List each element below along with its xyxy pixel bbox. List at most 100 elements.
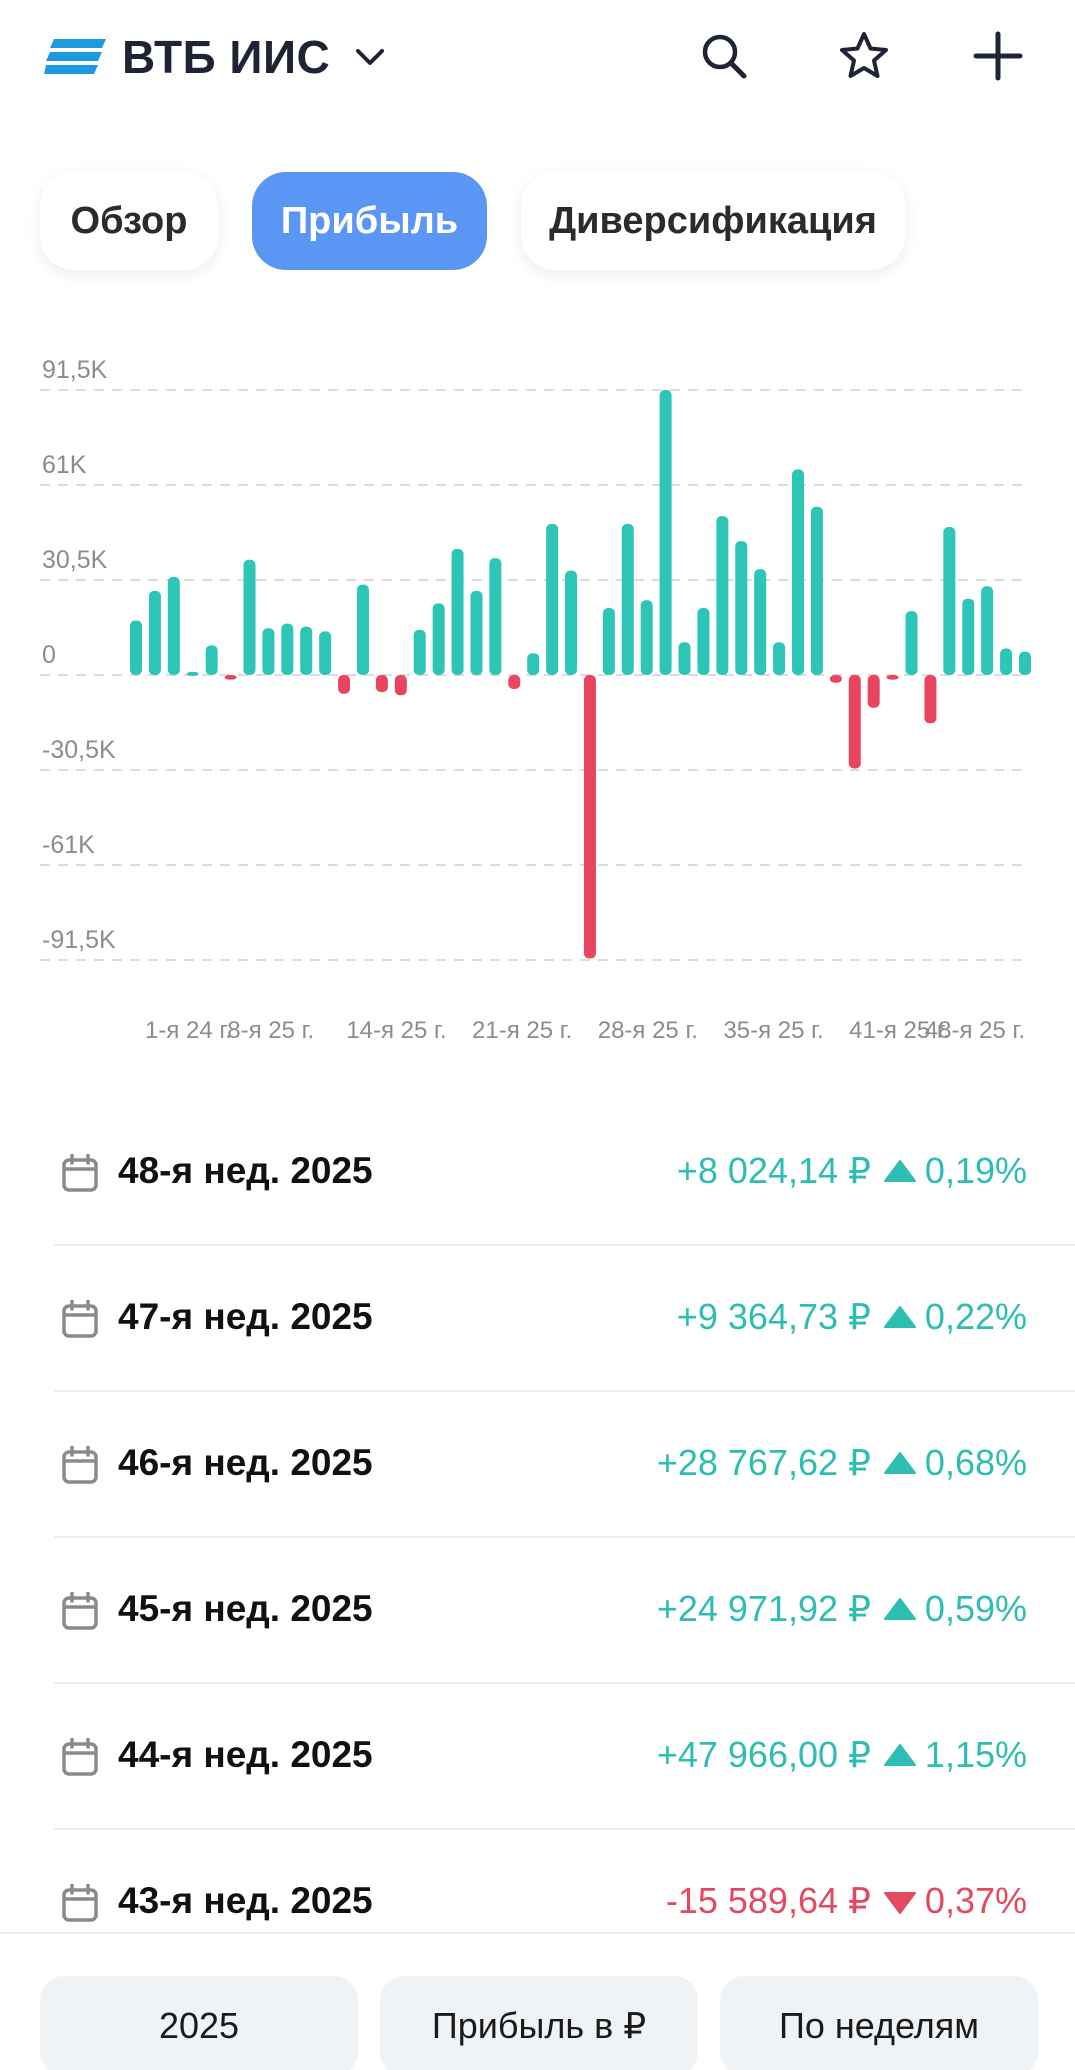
chart-bar — [546, 523, 559, 675]
tab-diversification[interactable]: Диверсификация — [521, 172, 905, 270]
chart-bar — [224, 675, 237, 680]
profit-amount: +28 767,62 ₽ — [656, 1442, 871, 1483]
profit-amount: +9 364,73 ₽ — [676, 1296, 871, 1337]
tab-overview[interactable]: Обзор — [40, 172, 218, 270]
chart-bar — [319, 631, 332, 675]
chart-bar — [943, 527, 956, 675]
chart-bar — [716, 516, 729, 675]
week-label: 46-я нед. 2025 — [118, 1442, 373, 1483]
profit-percent: 0,59% — [924, 1588, 1027, 1629]
chart-bar — [413, 629, 426, 675]
triangle-up-icon — [883, 1306, 916, 1328]
chart-bar — [432, 603, 445, 675]
profit-amount: +47 966,00 ₽ — [656, 1734, 871, 1775]
chart-bar — [148, 590, 161, 675]
triangle-down-icon — [883, 1892, 916, 1914]
chart-bar — [1000, 648, 1013, 675]
profit-amount: +8 024,14 ₽ — [676, 1150, 871, 1191]
chart-bar — [602, 608, 615, 675]
chart-bar — [659, 390, 672, 675]
tab-profit[interactable]: Прибыль — [252, 172, 487, 270]
vtb-logo-icon — [44, 39, 106, 74]
x-tick-label: 28-я 25 г. — [598, 1017, 698, 1044]
weekly-profit-list: 48-я нед. 2025 +8 024,14 ₽ 0,19% 47-я не… — [54, 1100, 1075, 1976]
chart-bar — [697, 608, 710, 675]
list-item[interactable]: 45-я нед. 2025 +24 971,92 ₽ 0,59% — [54, 1538, 1075, 1684]
list-item[interactable]: 48-я нед. 2025 +8 024,14 ₽ 0,19% — [54, 1100, 1075, 1246]
list-item[interactable]: 47-я нед. 2025 +9 364,73 ₽ 0,22% — [54, 1246, 1075, 1392]
profit-amount: +24 971,92 ₽ — [656, 1588, 871, 1629]
account-selector[interactable]: ВТБ ИИС — [44, 25, 388, 89]
calendar-icon — [62, 1446, 98, 1484]
y-tick-label: 30,5K — [42, 546, 108, 574]
triangle-up-icon — [883, 1598, 916, 1620]
week-label: 48-я нед. 2025 — [118, 1150, 373, 1191]
bottom-filter-bar: 2025 Прибыль в ₽ По неделям — [0, 1932, 1075, 2070]
profit-percent: 0,22% — [924, 1296, 1027, 1337]
chart-bar — [962, 598, 975, 675]
chart-bar — [640, 600, 653, 675]
chart-bar — [489, 558, 502, 675]
chart-bar — [262, 628, 275, 675]
add-button[interactable] — [970, 28, 1026, 84]
profit-chart-svg: 91,5K 61K 30,5K 0 -30,5K -61K -91,5K 1-я 24 г.8… — [40, 356, 1031, 1044]
chart-bar — [886, 675, 899, 680]
calendar-icon — [62, 1884, 98, 1922]
chart-bar — [205, 645, 218, 675]
portfolio-title: ВТБ ИИС — [122, 31, 331, 83]
chart-bar — [810, 506, 823, 675]
tab-bar: Обзор Прибыль Диверсификация — [40, 172, 939, 270]
chart-bar — [470, 590, 483, 675]
x-tick-label: 1-я 24 г. — [145, 1017, 232, 1044]
chart-bar — [186, 671, 199, 676]
search-button[interactable] — [696, 28, 752, 84]
week-label: 45-я нед. 2025 — [118, 1588, 373, 1629]
profit-amount: -15 589,64 ₽ — [665, 1880, 871, 1921]
calendar-icon — [62, 1592, 98, 1630]
x-tick-label: 8-я 25 г. — [227, 1017, 314, 1044]
plus-icon — [973, 31, 1023, 81]
chart-bar — [792, 469, 805, 675]
chart-bar — [1019, 651, 1031, 675]
chart-bar — [338, 675, 351, 694]
chart-bar — [829, 675, 842, 683]
metric-selector-button[interactable]: Прибыль в ₽ — [380, 1976, 698, 2070]
chart-bar — [565, 570, 578, 675]
calendar-icon — [62, 1738, 98, 1776]
week-label: 43-я нед. 2025 — [118, 1880, 373, 1921]
chart-bar — [754, 569, 767, 675]
chart-bar — [981, 586, 994, 675]
x-tick-label: 48-я 25 г. — [925, 1017, 1025, 1044]
favorite-button[interactable] — [836, 28, 892, 84]
chart-bar — [451, 548, 464, 675]
period-selector-button[interactable]: По неделям — [720, 1976, 1038, 2070]
chart-bar — [281, 623, 294, 675]
chart-bar — [508, 675, 521, 690]
triangle-up-icon — [883, 1744, 916, 1766]
chart-bar — [678, 642, 691, 675]
chart-bar — [583, 675, 596, 959]
chart-bar — [773, 642, 786, 675]
year-selector-button[interactable]: 2025 — [40, 1976, 358, 2070]
chart-bar — [300, 626, 313, 675]
y-tick-label: -61K — [42, 831, 95, 859]
chart-bar — [167, 576, 180, 675]
profit-chart[interactable]: 91,5K 61K 30,5K 0 -30,5K -61K -91,5K 1-я 24 г. 8… — [0, 340, 1075, 1060]
profit-percent: 0,37% — [924, 1880, 1027, 1921]
triangle-up-icon — [883, 1160, 916, 1182]
week-label: 47-я нед. 2025 — [118, 1296, 373, 1337]
x-tick-label: 41-я 25 г. — [849, 1017, 949, 1044]
chart-bar — [243, 559, 256, 675]
y-tick-label: 61K — [42, 451, 87, 479]
chart-bar — [394, 675, 407, 696]
search-icon — [702, 34, 747, 79]
triangle-up-icon — [883, 1452, 916, 1474]
chart-bar — [621, 523, 634, 675]
calendar-icon — [62, 1154, 98, 1192]
x-tick-label: 35-я 25 г. — [723, 1017, 823, 1044]
list-item[interactable]: 44-я нед. 2025 +47 966,00 ₽ 1,15% — [54, 1684, 1075, 1830]
y-tick-label: 0 — [42, 641, 56, 669]
chart-bar — [735, 541, 748, 675]
list-item[interactable]: 46-я нед. 2025 +28 767,62 ₽ 0,68% — [54, 1392, 1075, 1538]
chart-bar — [130, 620, 142, 675]
